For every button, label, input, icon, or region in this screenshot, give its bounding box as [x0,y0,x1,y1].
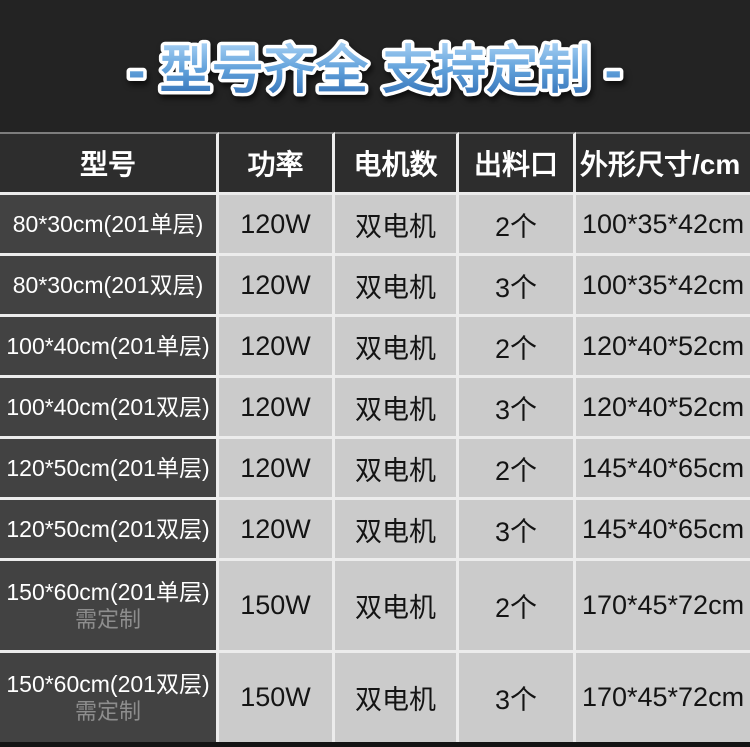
model-label: 150*60cm(201单层) [6,579,210,606]
dimensions-cell: 145*40*65cm [576,439,750,500]
table-row: 150*60cm(201单层) 需定制 150W 双电机 2个 170*45*7… [0,561,750,653]
header-cell-model: 型号 [0,132,219,195]
model-cell: 150*60cm(201双层) 需定制 [0,653,219,745]
outlets-cell: 3个 [459,653,576,745]
custom-order-note: 需定制 [74,699,141,725]
dimensions-cell: 100*35*42cm [576,195,750,256]
table-row: 100*40cm(201单层) 120W 双电机 2个 120*40*52cm [0,317,750,378]
motors-cell: 双电机 [335,378,459,439]
outlets-cell: 3个 [459,378,576,439]
dimensions-cell: 170*45*72cm [576,653,750,745]
header-cell-power: 功率 [219,132,335,195]
custom-order-note: 需定制 [74,607,141,633]
power-cell: 120W [219,500,335,561]
outlets-cell: 2个 [459,439,576,500]
dimensions-cell: 170*45*72cm [576,561,750,653]
power-cell: 120W [219,256,335,317]
power-cell: 120W [219,195,335,256]
model-cell: 120*50cm(201双层) [0,500,219,561]
outlets-cell: 3个 [459,256,576,317]
table-row: 120*50cm(201单层) 120W 双电机 2个 145*40*65cm [0,439,750,500]
motors-cell: 双电机 [335,439,459,500]
page-title-banner: - 型号齐全 支持定制 - [0,0,750,132]
outlets-cell: 2个 [459,317,576,378]
dimensions-cell: 120*40*52cm [576,378,750,439]
power-cell: 120W [219,439,335,500]
outlets-cell: 2个 [459,561,576,653]
motors-cell: 双电机 [335,256,459,317]
header-cell-motors: 电机数 [335,132,459,195]
table-row: 100*40cm(201双层) 120W 双电机 3个 120*40*52cm [0,378,750,439]
outlets-cell: 2个 [459,195,576,256]
outlets-cell: 3个 [459,500,576,561]
header-cell-dimensions: 外形尺寸/cm [576,132,750,195]
table-row: 150*60cm(201双层) 需定制 150W 双电机 3个 170*45*7… [0,653,750,745]
photo-bottom-edge [0,742,750,747]
header-row: 型号 功率 电机数 出料口 外形尺寸/cm [0,132,750,195]
page-title-art: - 型号齐全 支持定制 - [125,38,626,104]
motors-cell: 双电机 [335,195,459,256]
table-row: 120*50cm(201双层) 120W 双电机 3个 145*40*65cm [0,500,750,561]
dimensions-cell: 120*40*52cm [576,317,750,378]
table-row: 80*30cm(201双层) 120W 双电机 3个 100*35*42cm [0,256,750,317]
motors-cell: 双电机 [335,653,459,745]
model-cell: 100*40cm(201单层) [0,317,219,378]
power-cell: 150W [219,561,335,653]
table-row: 80*30cm(201单层) 120W 双电机 2个 100*35*42cm [0,195,750,256]
motors-cell: 双电机 [335,500,459,561]
spec-table: 型号 功率 电机数 出料口 外形尺寸/cm 80*30cm(201单层) 120… [0,132,750,745]
dimensions-cell: 100*35*42cm [576,256,750,317]
model-cell: 80*30cm(201双层) [0,256,219,317]
header-cell-outlets: 出料口 [459,132,576,195]
power-cell: 120W [219,317,335,378]
model-cell: 120*50cm(201单层) [0,439,219,500]
power-cell: 120W [219,378,335,439]
dimensions-cell: 145*40*65cm [576,500,750,561]
motors-cell: 双电机 [335,317,459,378]
model-cell: 80*30cm(201单层) [0,195,219,256]
page-title: - 型号齐全 支持定制 - [128,41,622,100]
model-cell: 150*60cm(201单层) 需定制 [0,561,219,653]
motors-cell: 双电机 [335,561,459,653]
model-label: 150*60cm(201双层) [6,671,210,698]
model-cell: 100*40cm(201双层) [0,378,219,439]
power-cell: 150W [219,653,335,745]
